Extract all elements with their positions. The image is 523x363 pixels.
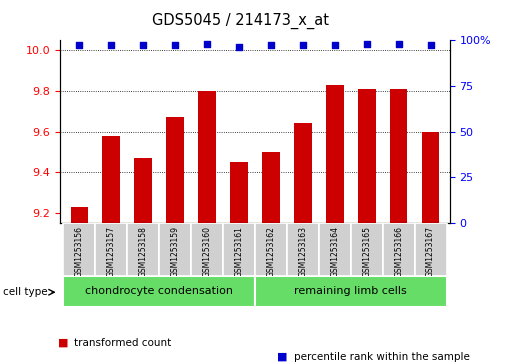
Text: cell type: cell type [3,287,47,297]
Text: GSM1253160: GSM1253160 [202,226,212,277]
Text: GSM1253161: GSM1253161 [234,226,244,277]
Text: ■: ■ [277,352,288,362]
Point [139,42,147,48]
Text: GSM1253165: GSM1253165 [362,226,371,277]
Bar [191,223,223,276]
Text: GSM1253166: GSM1253166 [394,226,403,277]
Text: GSM1253159: GSM1253159 [170,226,179,277]
Text: GSM1253162: GSM1253162 [266,226,276,277]
Point [267,42,275,48]
Bar [358,89,376,223]
Bar [422,132,439,223]
Bar [71,207,88,223]
Bar [127,223,159,276]
Point [331,42,339,48]
Bar [415,223,447,276]
Text: GSM1253158: GSM1253158 [139,226,147,277]
Text: GSM1253156: GSM1253156 [75,226,84,277]
Bar [230,162,248,223]
Bar [63,276,255,307]
Bar [103,136,120,223]
Text: GSM1253164: GSM1253164 [331,226,339,277]
Bar [223,223,255,276]
Text: GDS5045 / 214173_x_at: GDS5045 / 214173_x_at [152,13,329,29]
Point [107,42,116,48]
Text: chondrocyte condensation: chondrocyte condensation [85,286,233,296]
Point [203,41,211,46]
Bar [294,123,312,223]
Point [394,41,403,46]
Bar [198,91,216,223]
Bar [262,152,280,223]
Text: percentile rank within the sample: percentile rank within the sample [294,352,470,362]
Point [75,42,84,48]
Bar [326,85,344,223]
Text: GSM1253157: GSM1253157 [107,226,116,277]
Point [171,42,179,48]
Bar [255,223,287,276]
Bar [383,223,415,276]
Bar [351,223,383,276]
Bar [63,223,95,276]
Bar [390,89,407,223]
Text: GSM1253167: GSM1253167 [426,226,435,277]
Point [426,42,435,48]
Point [299,42,307,48]
Bar [287,223,319,276]
Text: remaining limb cells: remaining limb cells [294,286,407,296]
Text: GSM1253163: GSM1253163 [298,226,308,277]
Bar [255,276,447,307]
Bar [134,158,152,223]
Text: transformed count: transformed count [74,338,172,348]
Point [235,44,243,50]
Bar [159,223,191,276]
Point [362,41,371,46]
Bar [95,223,127,276]
Bar [319,223,351,276]
Bar [166,117,184,223]
Text: ■: ■ [58,338,68,348]
